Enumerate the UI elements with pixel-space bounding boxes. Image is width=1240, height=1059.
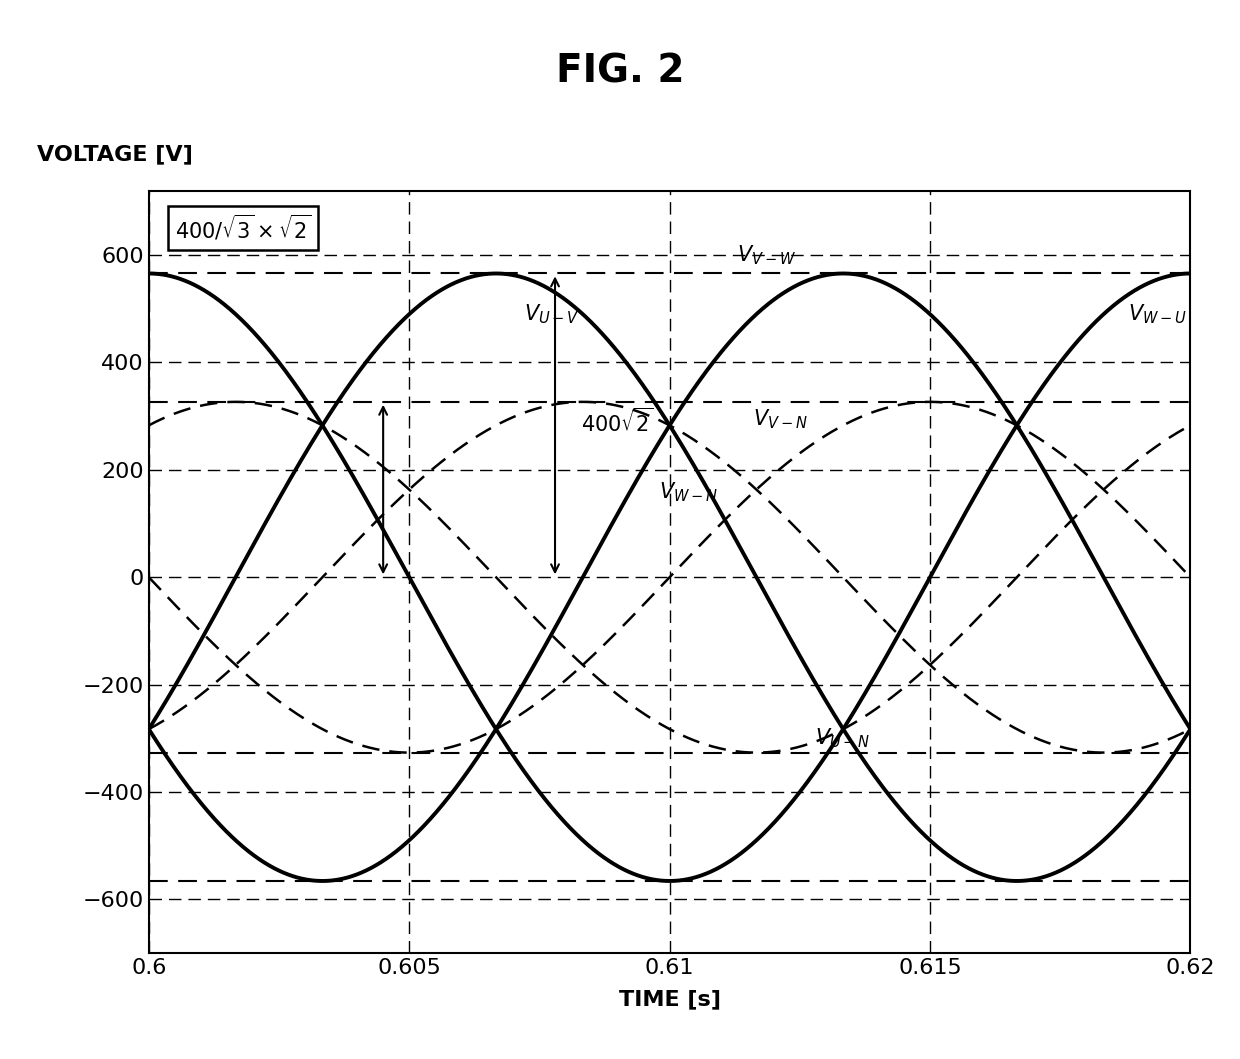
X-axis label: TIME [s]: TIME [s] (619, 989, 720, 1009)
Text: $V_{U-V}$: $V_{U-V}$ (523, 302, 579, 326)
Text: $V_{W-N}$: $V_{W-N}$ (660, 481, 718, 504)
Text: VOLTAGE [V]: VOLTAGE [V] (37, 144, 193, 164)
Text: $400/\sqrt{3}\times\sqrt{2}$: $400/\sqrt{3}\times\sqrt{2}$ (175, 214, 311, 243)
Text: $V_{V-N}$: $V_{V-N}$ (753, 407, 807, 431)
Text: $400\sqrt{2}$: $400\sqrt{2}$ (582, 408, 653, 435)
Text: $V_{V-W}$: $V_{V-W}$ (738, 244, 796, 267)
Text: $V_{W-U}$: $V_{W-U}$ (1128, 302, 1187, 326)
Text: FIG. 2: FIG. 2 (556, 53, 684, 91)
Text: $V_{U-N}$: $V_{U-N}$ (816, 726, 870, 750)
